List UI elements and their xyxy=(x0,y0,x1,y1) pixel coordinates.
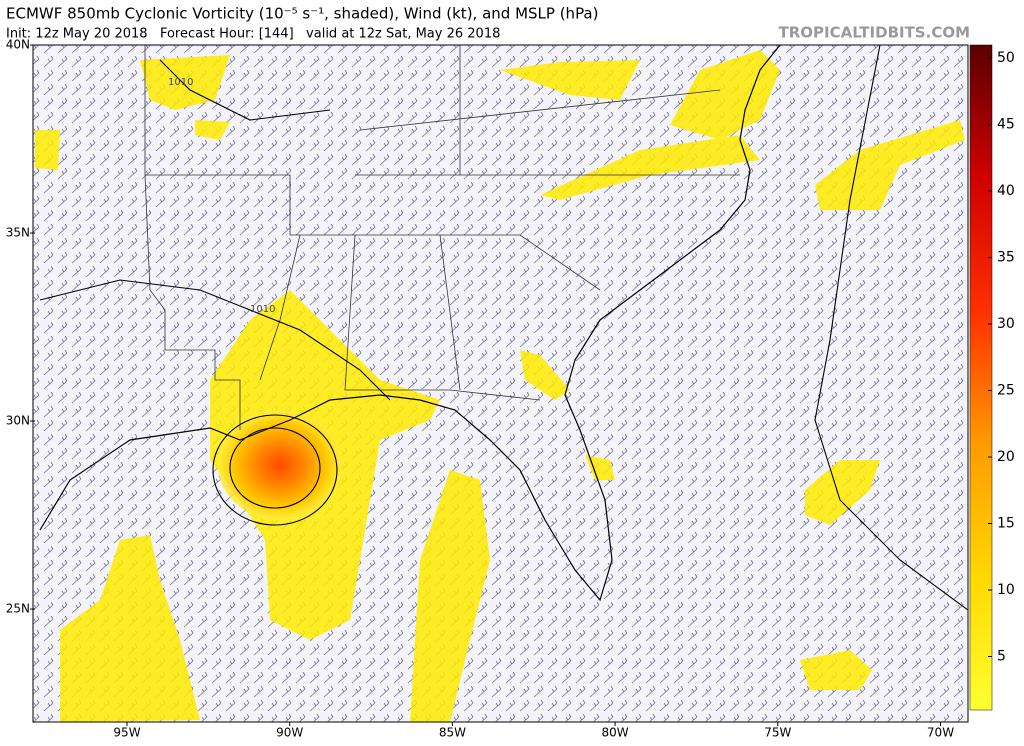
lon-label: 80W xyxy=(602,726,629,740)
coastlines xyxy=(39,45,781,602)
isobars xyxy=(39,45,968,611)
colorbar-label: 10 xyxy=(997,582,1015,598)
isobar-label: 1010 xyxy=(168,77,193,88)
colorbar-label: 40 xyxy=(997,183,1015,199)
lat-label: 30N xyxy=(6,414,30,428)
isobar-label: 1010 xyxy=(250,304,275,315)
colorbar-ticks: 5 10 15 20 25 30 35 40 45 50 xyxy=(988,50,1015,665)
lon-label: 90W xyxy=(276,726,303,740)
colorbar-label: 30 xyxy=(997,316,1015,332)
lat-label: 35N xyxy=(6,226,30,240)
colorbar-label: 35 xyxy=(997,250,1015,266)
lon-label: 95W xyxy=(113,726,140,740)
lon-label: 85W xyxy=(439,726,466,740)
colorbar-label: 15 xyxy=(997,516,1015,532)
lon-labels: 95W 90W 85W 80W 75W 70W xyxy=(113,722,954,740)
colorbar-label: 45 xyxy=(997,117,1015,133)
vorticity-shading xyxy=(35,50,965,722)
map-frame xyxy=(32,44,969,723)
colorbar-label: 5 xyxy=(997,649,1006,665)
wind-barbs xyxy=(33,45,968,722)
watermark: TROPICALTIDBITS.COM xyxy=(779,24,971,42)
isobar-labels: 1010 1010 xyxy=(168,77,275,315)
colorbar-label: 50 xyxy=(997,50,1015,66)
lat-label: 25N xyxy=(6,602,30,616)
colorbar-label: 20 xyxy=(997,449,1015,465)
map-area: 1010 1010 xyxy=(33,45,968,722)
state-borders xyxy=(144,45,740,430)
lon-label: 70W xyxy=(927,726,954,740)
colorbar-label: 25 xyxy=(997,383,1015,399)
title: ECMWF 850mb Cyclonic Vorticity (10⁻⁵ s⁻¹… xyxy=(6,5,598,23)
lon-label: 75W xyxy=(764,726,791,740)
lat-labels: 40N 35N 30N 25N xyxy=(6,38,35,616)
colorbar xyxy=(969,44,993,711)
lat-label: 40N xyxy=(6,38,30,52)
subtitle: Init: 12z May 20 2018 Forecast Hour: [14… xyxy=(6,27,500,42)
